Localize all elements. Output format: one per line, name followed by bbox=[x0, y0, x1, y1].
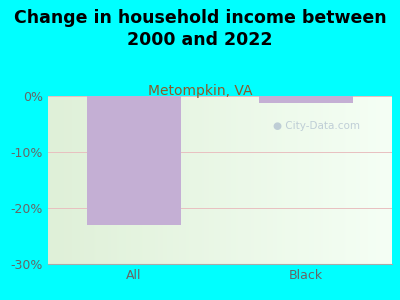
Bar bbox=[259, 96, 353, 103]
Bar bbox=[87, 96, 181, 225]
Text: Change in household income between
2000 and 2022: Change in household income between 2000 … bbox=[14, 9, 386, 49]
Text: ● City-Data.com: ● City-Data.com bbox=[273, 121, 360, 131]
Text: Metompkin, VA: Metompkin, VA bbox=[148, 84, 252, 98]
